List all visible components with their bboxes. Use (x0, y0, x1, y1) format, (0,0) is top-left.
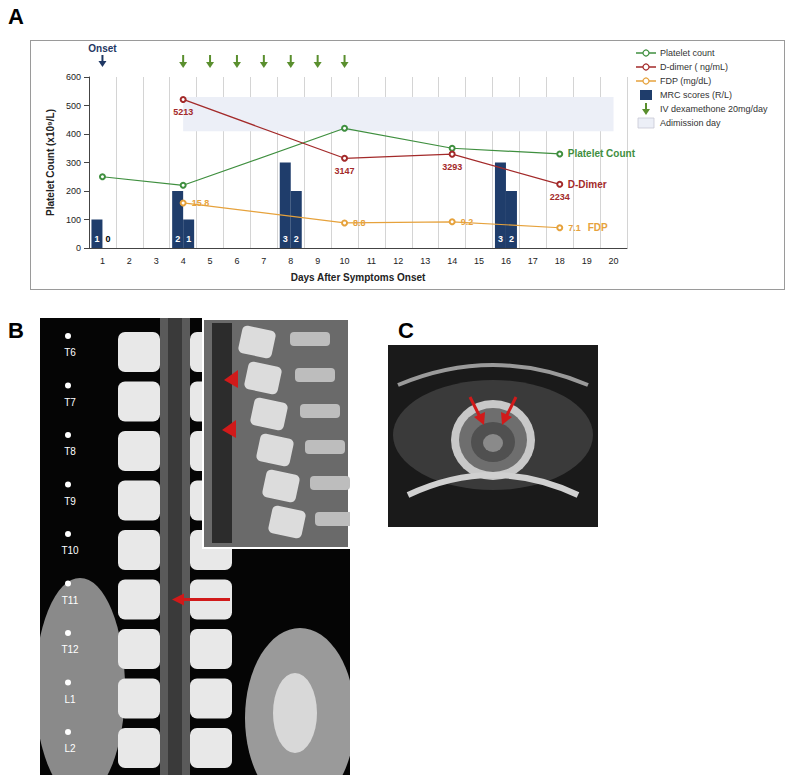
svg-text:3: 3 (283, 234, 288, 244)
svg-text:Platelet count: Platelet count (660, 48, 715, 58)
svg-text:7: 7 (261, 256, 266, 266)
svg-text:1: 1 (94, 234, 99, 244)
svg-text:300: 300 (66, 158, 81, 168)
svg-text:19: 19 (582, 256, 592, 266)
svg-text:100: 100 (66, 215, 81, 225)
svg-text:16: 16 (501, 256, 511, 266)
svg-text:0: 0 (105, 234, 110, 244)
svg-text:Adimission day: Adimission day (660, 118, 721, 128)
svg-text:3147: 3147 (335, 166, 355, 176)
svg-text:T11: T11 (62, 595, 79, 606)
svg-text:500: 500 (66, 101, 81, 111)
svg-text:15: 15 (474, 256, 484, 266)
svg-text:1: 1 (186, 234, 191, 244)
svg-text:8.8: 8.8 (353, 218, 366, 228)
svg-text:T10: T10 (61, 545, 79, 556)
svg-text:D-Dimer: D-Dimer (568, 179, 607, 190)
svg-text:FDP (mg/dL): FDP (mg/dL) (660, 76, 711, 86)
svg-text:L2: L2 (64, 743, 76, 754)
html-text:B: B (8, 318, 24, 343)
svg-text:T9: T9 (64, 496, 76, 507)
svg-text:2: 2 (509, 234, 514, 244)
svg-text:T7: T7 (64, 397, 76, 408)
svg-text:FDP: FDP (588, 222, 608, 233)
svg-text:7.1: 7.1 (568, 223, 581, 233)
svg-text:Days After Symptoms Onset: Days After Symptoms Onset (291, 272, 426, 283)
svg-text:Onset: Onset (88, 43, 117, 54)
svg-text:400: 400 (66, 129, 81, 139)
svg-text:9.2: 9.2 (461, 217, 474, 227)
svg-text:MRC scores (R/L): MRC scores (R/L) (660, 90, 732, 100)
svg-text:9: 9 (315, 256, 320, 266)
svg-text:L1: L1 (64, 694, 76, 705)
svg-text:3293: 3293 (442, 162, 462, 172)
svg-text:Platelet Count: Platelet Count (568, 148, 636, 159)
svg-text:10: 10 (340, 256, 350, 266)
svg-text:13: 13 (420, 256, 430, 266)
html-text:A: A (8, 4, 24, 29)
svg-text:T8: T8 (64, 446, 76, 457)
svg-text:T12: T12 (61, 644, 79, 655)
svg-text:4: 4 (181, 256, 186, 266)
svg-text:12: 12 (393, 256, 403, 266)
svg-text:11: 11 (367, 256, 376, 266)
svg-text:0: 0 (76, 243, 81, 253)
svg-text:2234: 2234 (550, 192, 570, 202)
svg-text:14: 14 (447, 256, 457, 266)
svg-text:600: 600 (66, 72, 81, 82)
svg-text:D-dimer ( ng/mL): D-dimer ( ng/mL) (660, 62, 728, 72)
svg-text:18: 18 (555, 256, 565, 266)
svg-text:2: 2 (175, 234, 180, 244)
svg-text:1: 1 (100, 256, 105, 266)
svg-text:T6: T6 (64, 347, 76, 358)
svg-text:3: 3 (498, 234, 503, 244)
svg-text:5213: 5213 (173, 107, 193, 117)
svg-text:2: 2 (127, 256, 132, 266)
svg-text:5: 5 (208, 256, 213, 266)
svg-text:8: 8 (288, 256, 293, 266)
svg-text:200: 200 (66, 186, 81, 196)
svg-text:Platelet Count (x10⁹/L): Platelet Count (x10⁹/L) (45, 109, 56, 216)
svg-text:15.8: 15.8 (192, 198, 210, 208)
svg-text:2: 2 (294, 234, 299, 244)
svg-text:IV dexamethone 20mg/day: IV dexamethone 20mg/day (660, 104, 768, 114)
html-text:C: C (398, 318, 414, 343)
svg-text:20: 20 (609, 256, 619, 266)
svg-text:17: 17 (528, 256, 538, 266)
svg-text:3: 3 (154, 256, 159, 266)
svg-text:6: 6 (234, 256, 239, 266)
